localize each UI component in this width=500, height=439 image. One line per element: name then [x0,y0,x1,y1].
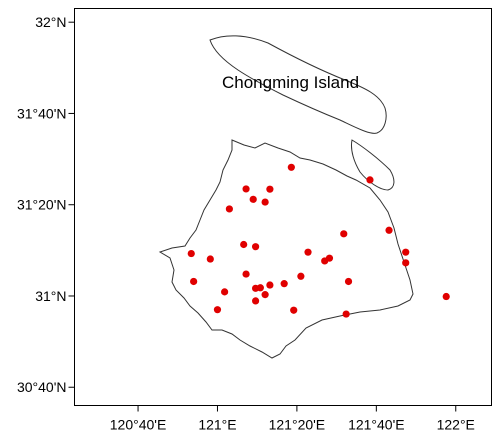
station-point [242,270,250,278]
lon-tick-label: 122°E [437,417,475,433]
station-point [402,248,410,256]
lat-tick-label: 31°N [35,288,66,304]
lon-tick-label: 121°40'E [348,417,405,433]
station-point [213,306,222,314]
station-point [290,306,298,314]
station-point [225,205,233,213]
station-point [261,198,269,206]
station-point [344,277,353,286]
station-point [297,272,305,280]
station-point [190,277,198,286]
station-point [266,185,274,193]
shanghai-mainland-outline [158,139,414,359]
lon-tick-label: 121°E [198,417,236,433]
island-label: Chongming Island [222,73,359,92]
lat-tick-label: 31°20'N [17,197,67,213]
station-point [442,292,450,301]
chongming-island-outline [209,35,387,134]
station-point [261,291,269,299]
station-point [251,243,260,251]
station-point [221,288,229,296]
station-point [385,226,393,234]
plot-frame [74,8,492,406]
station-point [206,255,214,263]
station-point [340,230,348,238]
station-point [366,176,374,184]
station-point [402,259,410,267]
station-point [251,297,260,305]
station-point [187,249,195,258]
station-point [321,257,329,265]
latitude-ticks: 32°N 31°40'N 31°20'N 31°N 30°40'N [17,14,75,395]
lat-tick-label: 31°40'N [17,105,67,121]
longitude-ticks: 120°40'E 121°E 121°20'E 121°40'E 122°E [110,405,475,433]
station-point [266,281,274,289]
station-point [240,240,248,249]
station-point [251,284,260,292]
station-point [342,310,350,318]
station-point [280,280,288,288]
station-point [249,195,257,203]
lon-tick-label: 120°40'E [110,417,167,433]
station-point [287,163,295,171]
station-point [304,248,312,256]
station-markers [187,163,450,318]
small-island-outline [351,139,395,191]
lat-tick-label: 30°40'N [17,379,67,395]
lat-tick-label: 32°N [35,14,66,30]
station-point [242,185,250,193]
lon-tick-label: 121°20'E [269,417,326,433]
